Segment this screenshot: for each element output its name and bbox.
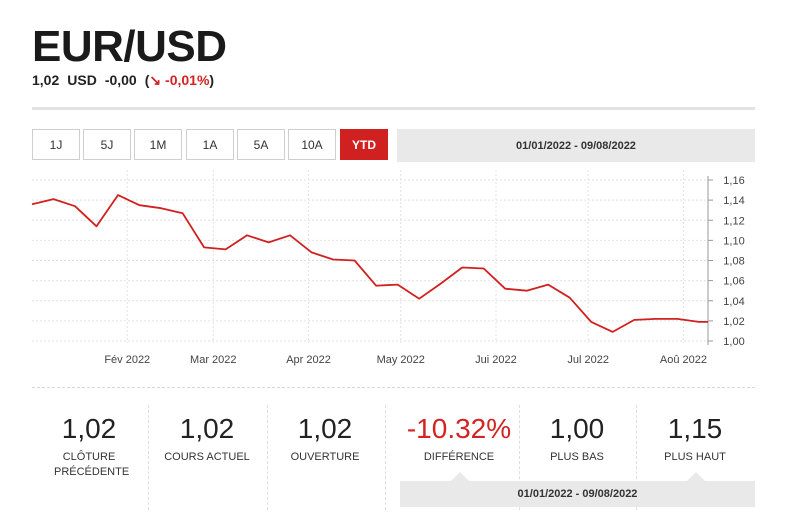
y-tick-label: 1,10 [723,235,744,247]
stats-date-range: 01/01/2022 - 09/08/2022 [400,481,755,507]
stat-value: 1,00 [549,413,605,444]
price-chart: 1,16 1,14 1,12 1,10 1,08 1,06 1,04 1,02 1,00 Fév… [31,170,745,366]
stat-high: 1,15 PLUS HAUT [636,412,754,465]
range-pointer-right [687,472,705,481]
stat-label: OUVERTURE [290,451,360,463]
x-tick-label: Apr 2022 [286,354,331,366]
period-button-1j[interactable]: 1J [32,129,80,160]
stat-previous-close: 1,02 CLÔTURE PRÉCÉDENTE [30,412,148,480]
change-close-paren: ) [209,72,215,88]
period-button-ytd[interactable]: YTD [340,129,388,160]
stat-label: PLUS HAUT [664,451,726,463]
x-axis: Fév 2022 Mar 2022 Apr 2022 May 2022 Jui 2022… [104,354,707,366]
x-tick-label: Jui 2022 [475,354,517,366]
stat-value: -10.32% [406,413,512,444]
y-tick-label: 1,06 [723,276,744,288]
period-button-1m[interactable]: 1M [134,129,182,160]
chart-grid [32,170,708,343]
stat-label: CLÔTURE PRÉCÉDENTE [54,451,130,478]
stat-divider [636,405,638,510]
period-button-1a[interactable]: 1A [186,129,234,160]
price-line [31,194,708,333]
stat-label: COURS ACTUEL [164,451,250,463]
stat-open: 1,02 OUVERTURE [266,412,384,465]
period-button-5a[interactable]: 5A [237,129,285,160]
period-button-5j[interactable]: 5J [83,129,131,160]
x-tick-label: Mar 2022 [190,354,236,366]
period-button-10a[interactable]: 10A [288,129,336,160]
stat-value: 1,02 [179,413,235,444]
x-tick-label: May 2022 [377,354,425,366]
quote-line: 1,02 USD -0,00 (↘ -0,01%) [32,72,214,89]
y-tick-label: 1,00 [723,336,744,348]
stat-label: DIFFÉRENCE [423,451,495,463]
y-tick-label: 1,08 [723,256,744,268]
current-price: 1,02 [32,72,60,88]
stat-divider [385,405,387,510]
y-tick-label: 1,04 [723,296,744,308]
range-pointer-left [451,472,469,481]
change-percent: -0,01% [165,72,210,88]
stat-divider [519,405,521,510]
stat-current: 1,02 COURS ACTUEL [148,412,266,465]
stat-value: 1,15 [667,413,723,444]
y-axis: 1,16 1,14 1,12 1,10 1,08 1,06 1,04 1,02 1,00 [707,175,745,348]
x-tick-label: Jul 2022 [567,354,609,366]
stat-value: 1,02 [61,413,117,444]
x-tick-label: Aoû 2022 [660,354,707,366]
stat-difference: -10.32% DIFFÉRENCE [400,412,518,465]
stat-divider [148,405,150,510]
y-tick-label: 1,02 [723,316,744,328]
currency-label: USD [67,72,97,88]
stat-value: 1,02 [297,413,353,444]
stat-divider [267,405,269,510]
date-range-display: 01/01/2022 - 09/08/2022 [397,129,755,162]
y-tick-label: 1,14 [723,195,744,207]
stat-label: PLUS BAS [550,451,604,463]
page-title: EUR/USD [32,22,227,71]
y-tick-label: 1,16 [723,175,744,187]
change-value: -0,00 [104,72,137,88]
y-tick-label: 1,12 [723,215,744,227]
chart-bottom-divider [32,387,755,388]
down-arrow-icon: ↘ [149,72,162,88]
header-divider [32,107,755,110]
x-tick-label: Fév 2022 [104,354,150,366]
stat-low: 1,00 PLUS BAS [518,412,636,465]
change-open-paren: ( [144,72,150,88]
